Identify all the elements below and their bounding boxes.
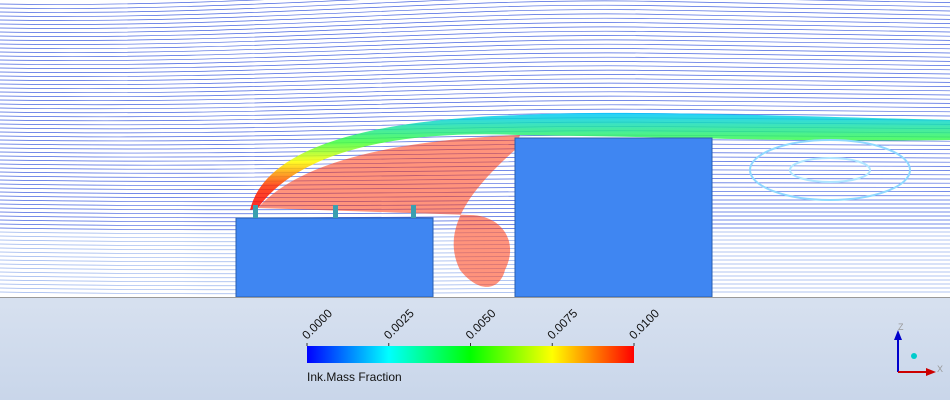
streamline: [0, 26, 950, 41]
streamline: [0, 61, 950, 73]
streamline: [0, 65, 950, 77]
streamline: [0, 108, 950, 118]
streamline: [0, 78, 950, 90]
streamline: [0, 48, 950, 61]
streamline: [0, 43, 950, 57]
streamline: [0, 91, 950, 102]
streamline: [0, 52, 950, 65]
streamline: [0, 30, 950, 45]
ground: [0, 297, 950, 298]
y-axis: [911, 353, 917, 359]
z-label: Z: [898, 322, 904, 332]
streamline: [0, 39, 950, 53]
legend-title: Ink.Mass Fraction: [307, 370, 402, 384]
streamline: [0, 82, 950, 94]
streamline: [0, 74, 950, 86]
vortex: [749, 139, 911, 201]
streamline: [0, 95, 950, 106]
streamline: [0, 87, 950, 98]
block-left: [235, 217, 434, 298]
streamline: [0, 0, 266, 5]
streamline: [0, 100, 950, 110]
z-arrow: [894, 330, 902, 340]
axis-triad: Z X: [894, 322, 943, 376]
nozzle: [411, 205, 416, 218]
nozzle: [333, 205, 338, 218]
x-label: X: [937, 364, 943, 374]
streamline: [0, 69, 950, 81]
plume: [250, 112, 950, 210]
streamline: [0, 56, 950, 69]
colorbar: [307, 346, 634, 363]
streamline: [0, 104, 950, 114]
nozzle: [253, 205, 258, 218]
streamline: [0, 35, 950, 49]
vortex: [789, 157, 871, 183]
block-right: [514, 137, 713, 298]
streamline: [0, 0, 360, 9]
x-arrow: [926, 368, 936, 376]
recirculation: [258, 135, 520, 287]
